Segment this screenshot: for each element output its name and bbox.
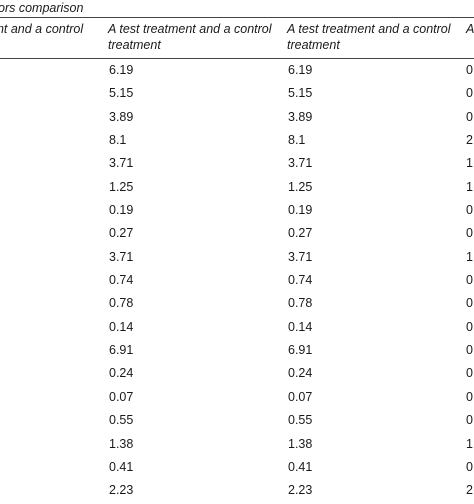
table-cell: 1.38 xyxy=(288,436,313,451)
table-row: 2.23 2.23 2 xyxy=(0,480,474,503)
table-cell: 6.19 xyxy=(288,63,313,77)
table-cell: 0 xyxy=(466,319,473,334)
table-cell: 0 xyxy=(466,389,473,404)
table-cell: 0.27 xyxy=(288,226,313,241)
table-cell: 3.89 xyxy=(109,109,134,124)
table-row: 3.71 3.71 1 xyxy=(0,247,474,270)
table-cell: 1.25 xyxy=(288,179,313,194)
table-cell: 0.78 xyxy=(109,296,134,311)
table-cell: 0 xyxy=(466,109,473,124)
table-row: 0.78 0.78 0 xyxy=(0,293,474,316)
table-cell: 2 xyxy=(466,133,473,148)
table-cell: 0 xyxy=(466,366,473,381)
table-cell: 0.24 xyxy=(288,366,313,381)
table-cell: 1.25 xyxy=(109,179,134,194)
table-row: 0.41 0.41 0 xyxy=(0,457,474,480)
table-cell: 1 xyxy=(466,436,473,451)
table-cell: 0.41 xyxy=(109,459,134,474)
table-cell: 1 xyxy=(466,179,473,194)
table-cell: 0.19 xyxy=(288,203,313,218)
table-row: 0.14 0.14 0 xyxy=(0,317,474,340)
column-header-4: A xyxy=(466,22,474,36)
table-cell: 3.71 xyxy=(288,249,313,264)
table-row: 0.74 0.74 0 xyxy=(0,270,474,293)
table-row: 5.15 5.15 0 xyxy=(0,83,474,106)
table-cell: 0.41 xyxy=(288,459,313,474)
table-cell: 0 xyxy=(466,273,473,288)
table-cell: 3.71 xyxy=(109,156,134,171)
table-cell: 2.23 xyxy=(288,483,313,498)
table-cell: 2 xyxy=(466,483,473,498)
table-cell: 0.55 xyxy=(288,413,313,428)
table-cell: 0.55 xyxy=(109,413,134,428)
table-cell: 0 xyxy=(466,226,473,241)
table-cell: 0 xyxy=(466,459,473,474)
table-cell: 0 xyxy=(466,86,473,101)
header-bottom-rule xyxy=(0,58,474,59)
table-cell: 0.19 xyxy=(109,203,134,218)
table-top-rule xyxy=(0,17,474,18)
table-cell: 0 xyxy=(466,296,473,311)
table-row: 1.38 1.38 1 xyxy=(0,434,474,457)
table-cell: 0.07 xyxy=(288,389,313,404)
table-row: 3.71 3.71 1 xyxy=(0,153,474,176)
table-cell: 0.07 xyxy=(109,389,134,404)
table-cell: 0 xyxy=(466,63,473,77)
table-row: 6.91 6.91 0 xyxy=(0,340,474,363)
table-row: 0.24 0.24 0 xyxy=(0,363,474,386)
column-header-1: ent and a control xyxy=(0,22,84,36)
table-cell: 3.89 xyxy=(288,109,313,124)
table-cell: 1 xyxy=(466,156,473,171)
table-row: 1.25 1.25 1 xyxy=(0,177,474,200)
table-cell: 2.23 xyxy=(109,483,134,498)
table-cell: 6.91 xyxy=(109,343,134,358)
table-cell: 6.19 xyxy=(109,63,134,77)
table-row: 8.1 8.1 2 xyxy=(0,130,474,153)
table-cell: 0 xyxy=(466,343,473,358)
table-cell: 5.15 xyxy=(288,86,313,101)
table-cell: 3.71 xyxy=(109,249,134,264)
table-cell: 3.71 xyxy=(288,156,313,171)
table-cell: 6.91 xyxy=(288,343,313,358)
table-cell: 0.74 xyxy=(109,273,134,288)
table-cell: 1.38 xyxy=(109,436,134,451)
table-row: 0.19 0.19 0 xyxy=(0,200,474,223)
table-row: 6.19 6.19 0 xyxy=(0,60,474,83)
table-cell: 5.15 xyxy=(109,86,134,101)
table-cell: 8.1 xyxy=(288,133,306,148)
table-cell: 0 xyxy=(466,413,473,428)
table-row: 0.07 0.07 0 xyxy=(0,387,474,410)
table-caption: ors comparison xyxy=(0,1,84,15)
table-cell: 0.24 xyxy=(109,366,134,381)
table-cell: 0.74 xyxy=(288,273,313,288)
table-body: 6.19 6.19 0 5.15 5.15 0 3.89 3.89 0 8.1 8.1 2 3.71 3.… xyxy=(0,60,474,504)
table-cell: 8.1 xyxy=(109,133,127,148)
table-row: 0.27 0.27 0 xyxy=(0,223,474,246)
table-row: 0.55 0.55 0 xyxy=(0,410,474,433)
table-row: 3.89 3.89 0 xyxy=(0,107,474,130)
table-cell: 1 xyxy=(466,249,473,264)
column-header-2: A test treatment and a control treatment xyxy=(108,22,272,52)
table-cell: 0.78 xyxy=(288,296,313,311)
table-cell: 0 xyxy=(466,203,473,218)
table-cell: 0.27 xyxy=(109,226,134,241)
table-cell: 0.14 xyxy=(109,319,134,334)
table-cell: 0.14 xyxy=(288,319,313,334)
column-header-3: A test treatment and a control treatment xyxy=(287,22,451,52)
